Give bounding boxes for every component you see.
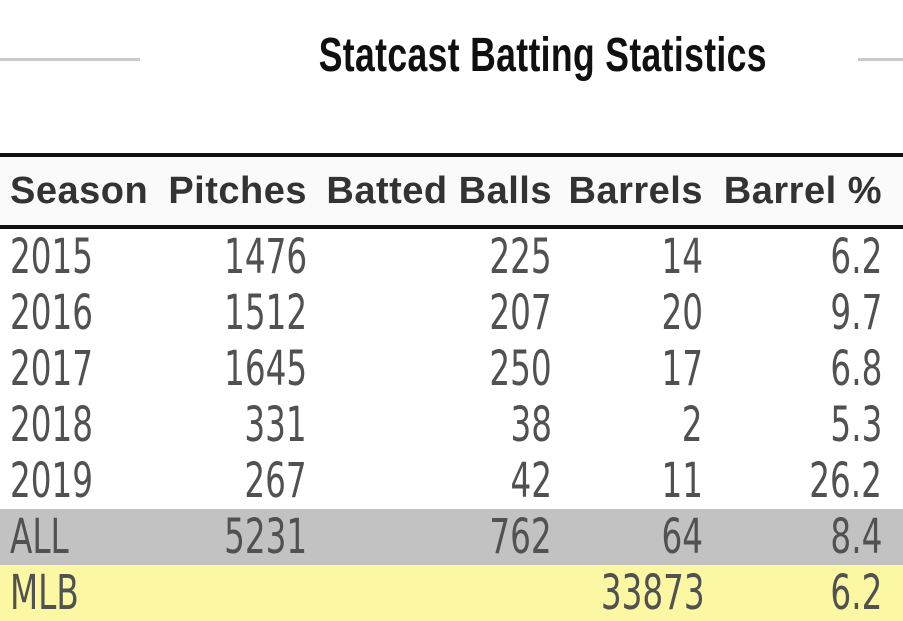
table-row-2015: 2015 1476 225 14 6.2 (0, 227, 903, 285)
cell-pitches: 267 (160, 453, 307, 509)
cell-batted-balls-value: 38 (510, 397, 552, 453)
statcast-batting-table: Season Pitches Batted Balls Barrels Barr… (0, 153, 903, 621)
cell-season: 2016 (0, 285, 160, 341)
cell-batted-balls: 250 (307, 341, 552, 397)
cell-batted-balls: 762 (307, 509, 552, 565)
cell-barrel-pct-value: 26.2 (809, 453, 882, 509)
cell-barrel-pct: 5.3 (703, 397, 903, 453)
cell-barrel-pct-value: 6.2 (830, 565, 882, 621)
cell-barrels-value: 33873 (600, 565, 705, 621)
cell-barrels-value: 17 (661, 341, 703, 397)
cell-season: MLB (0, 565, 160, 621)
cell-season: ALL (0, 509, 160, 565)
cell-barrel-pct-value: 6.2 (830, 229, 882, 285)
cell-season-value: ALL (10, 509, 69, 565)
column-header-barrel-pct: Barrel % (703, 153, 903, 229)
cell-barrel-pct-value: 8.4 (830, 509, 882, 565)
cell-batted-balls-value: 42 (510, 453, 552, 509)
cell-barrels-value: 20 (661, 285, 703, 341)
cell-pitches-value: 1476 (223, 229, 307, 285)
cell-batted-balls-value: 225 (489, 229, 552, 285)
cell-barrel-pct: 6.2 (703, 227, 903, 285)
cell-batted-balls: 207 (307, 285, 552, 341)
cell-season: 2018 (0, 397, 160, 453)
cell-barrel-pct: 9.7 (703, 285, 903, 341)
cell-season-value: 2015 (10, 229, 94, 285)
cell-barrel-pct: 6.8 (703, 341, 903, 397)
cell-season-value: 2016 (10, 285, 94, 341)
cell-barrels: 33873 (552, 565, 705, 621)
page-title: Statcast Batting Statistics (318, 29, 767, 82)
table-row-all-total: ALL 5231 762 64 8.4 (0, 509, 903, 565)
cell-barrels: 2 (552, 397, 703, 453)
page-title-wrap: Statcast Batting Statistics (182, 0, 903, 112)
cell-season: 2019 (0, 453, 160, 509)
table-row-mlb-average: MLB 33873 6.2 (0, 565, 903, 621)
cell-pitches: 1645 (160, 341, 307, 397)
table-header-row: Season Pitches Batted Balls Barrels Barr… (0, 153, 903, 229)
table-row-2018: 2018 331 38 2 5.3 (0, 397, 903, 453)
cell-batted-balls-value: 207 (489, 285, 552, 341)
cell-barrels-value: 2 (682, 397, 703, 453)
column-header-pitches: Pitches (160, 153, 307, 229)
cell-barrels-value: 14 (661, 229, 703, 285)
cell-season: 2017 (0, 341, 160, 397)
cell-season-value: 2017 (10, 341, 94, 397)
cell-pitches: 5231 (160, 509, 307, 565)
cell-barrels: 64 (552, 509, 703, 565)
cell-barrel-pct: 6.2 (703, 565, 903, 621)
cell-pitches: 1476 (160, 227, 307, 285)
cell-pitches: 1512 (160, 285, 307, 341)
cell-season-value: MLB (10, 565, 79, 621)
cell-barrels-value: 64 (661, 509, 703, 565)
column-header-barrels: Barrels (552, 153, 703, 229)
cell-barrel-pct-value: 5.3 (830, 397, 882, 453)
cell-pitches (160, 565, 307, 621)
title-rule-left (0, 58, 140, 61)
title-band: Statcast Batting Statistics (0, 0, 903, 153)
cell-pitches-value: 1512 (223, 285, 307, 341)
column-header-season: Season (0, 153, 160, 229)
cell-batted-balls (307, 565, 552, 621)
cell-batted-balls-value: 762 (489, 509, 552, 565)
cell-barrels-value: 11 (661, 453, 703, 509)
table-row-2017: 2017 1645 250 17 6.8 (0, 341, 903, 397)
cell-barrels: 14 (552, 227, 703, 285)
cell-barrels: 17 (552, 341, 703, 397)
column-header-batted-balls: Batted Balls (307, 153, 552, 229)
table-row-2016: 2016 1512 207 20 9.7 (0, 285, 903, 341)
cell-barrels: 11 (552, 453, 703, 509)
cell-pitches-value: 5231 (223, 509, 307, 565)
cell-barrel-pct-value: 9.7 (830, 285, 882, 341)
cell-season: 2015 (0, 227, 160, 285)
cell-season-value: 2018 (10, 397, 94, 453)
cell-batted-balls: 42 (307, 453, 552, 509)
cell-pitches-value: 331 (244, 397, 307, 453)
cell-pitches: 331 (160, 397, 307, 453)
cell-batted-balls-value: 250 (489, 341, 552, 397)
cell-barrels: 20 (552, 285, 703, 341)
cell-batted-balls: 225 (307, 227, 552, 285)
cell-pitches-value: 1645 (223, 341, 307, 397)
cell-barrel-pct: 8.4 (703, 509, 903, 565)
cell-barrel-pct-value: 6.8 (830, 341, 882, 397)
cell-season-value: 2019 (10, 453, 94, 509)
title-rule-right (858, 58, 903, 61)
cell-pitches-value: 267 (244, 453, 307, 509)
table-row-2019: 2019 267 42 11 26.2 (0, 453, 903, 509)
cell-batted-balls: 38 (307, 397, 552, 453)
cell-barrel-pct: 26.2 (703, 453, 903, 509)
